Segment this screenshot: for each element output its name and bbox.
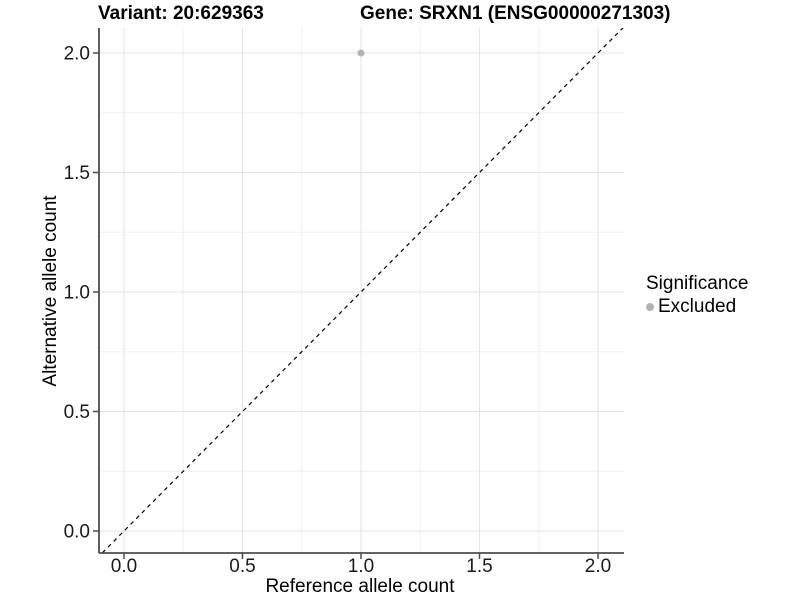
variant-title: Variant: 20:629363 <box>98 3 264 24</box>
legend: Significance Excluded <box>646 274 748 316</box>
x-axis-title: Reference allele count <box>265 576 455 597</box>
legend-title: Significance <box>646 273 749 294</box>
y-axis-title: Alternative allele count <box>40 195 61 387</box>
legend-item-label: Excluded <box>658 296 737 317</box>
y-tick-label: 1.5 <box>64 163 90 184</box>
x-tick-label: 0.0 <box>111 556 137 577</box>
y-tick-label: 2.0 <box>64 44 90 65</box>
x-tick-label: 1.0 <box>348 556 374 577</box>
excluded-point-icon <box>646 302 654 311</box>
gene-title: Gene: SRXN1 (ENSG00000271303) <box>360 3 671 24</box>
y-tick-label: 0.0 <box>64 522 90 543</box>
y-tick-label: 0.5 <box>64 402 90 423</box>
data-point-excluded <box>357 49 365 57</box>
y-tick-label: 1.0 <box>64 283 90 304</box>
x-tick-label: 0.5 <box>229 556 255 577</box>
legend-item-excluded: Excluded <box>646 297 748 316</box>
x-tick-label: 1.5 <box>466 556 492 577</box>
identity-reference-line <box>101 28 624 553</box>
x-tick-label: 2.0 <box>585 556 611 577</box>
